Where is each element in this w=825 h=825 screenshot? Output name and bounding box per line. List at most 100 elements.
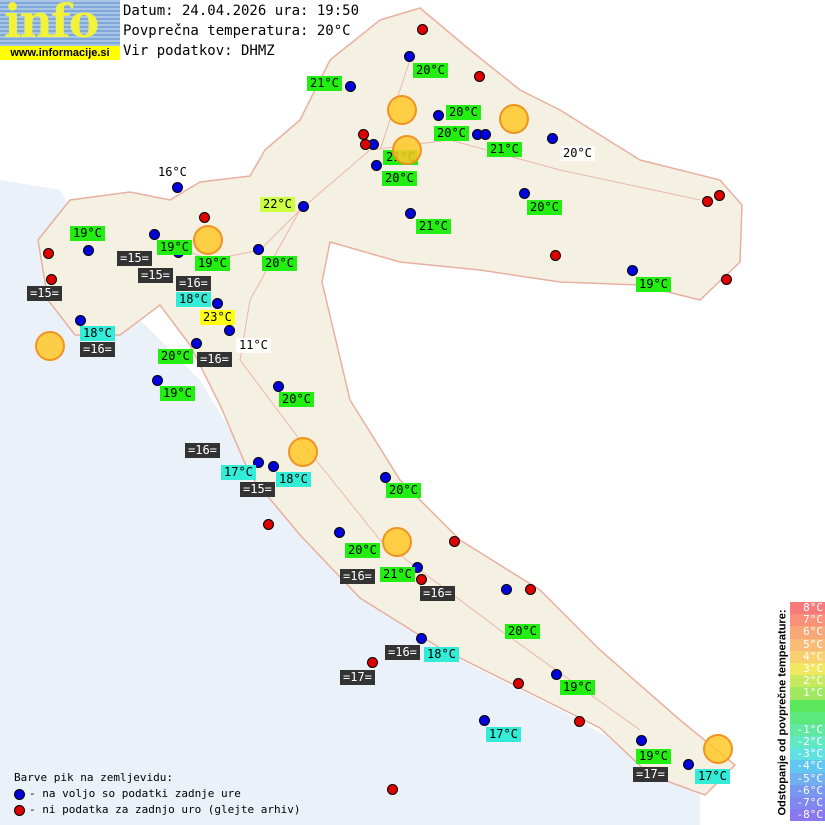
station-dot-archive[interactable] [199,212,210,223]
station-dot-current[interactable] [404,51,415,62]
station-dot-archive[interactable] [525,584,536,595]
station-dot-current[interactable] [501,584,512,595]
station-temperature-label[interactable]: 19°C [157,240,192,255]
station-dot-archive[interactable] [416,574,427,585]
station-temperature-label[interactable]: 16°C [155,165,190,180]
station-dot-archive[interactable] [417,24,428,35]
sun-icon [387,95,417,125]
station-dot-current[interactable] [334,527,345,538]
logo-url[interactable]: www.informacije.si [0,46,120,60]
station-temperature-label[interactable]: 11°C [236,338,271,353]
station-temperature-label[interactable]: 19°C [636,277,671,292]
station-temperature-label[interactable]: 20°C [158,349,193,364]
station-temperature-label[interactable]: 19°C [160,386,195,401]
station-temperature-label[interactable]: 17°C [221,465,256,480]
station-temperature-label[interactable]: 17°C [486,727,521,742]
station-dot-current[interactable] [683,759,694,770]
station-temperature-label[interactable]: =15= [117,251,152,266]
station-temperature-label[interactable]: =15= [138,268,173,283]
station-temperature-label[interactable]: =15= [240,482,275,497]
station-dot-current[interactable] [636,735,647,746]
station-dot-current[interactable] [405,208,416,219]
station-dot-current[interactable] [416,633,427,644]
station-dot-archive[interactable] [474,71,485,82]
station-temperature-label[interactable]: 21°C [487,142,522,157]
station-dot-current[interactable] [83,245,94,256]
station-dot-current[interactable] [224,325,235,336]
station-temperature-label[interactable]: =16= [176,276,211,291]
station-dot-archive[interactable] [574,716,585,727]
station-temperature-label[interactable]: =16= [340,569,375,584]
station-temperature-label[interactable]: =16= [197,352,232,367]
station-temperature-label[interactable]: 20°C [505,624,540,639]
station-temperature-label[interactable]: 20°C [434,126,469,141]
station-temperature-label[interactable]: =16= [80,342,115,357]
station-dot-current[interactable] [433,110,444,121]
station-temperature-label[interactable]: 21°C [416,219,451,234]
station-temperature-label[interactable]: 20°C [382,171,417,186]
station-temperature-label[interactable]: 18°C [276,472,311,487]
station-dot-current[interactable] [268,461,279,472]
station-temperature-label[interactable]: 19°C [560,680,595,695]
station-temperature-label[interactable]: 18°C [176,292,211,307]
station-dot-current[interactable] [253,457,264,468]
station-temperature-label[interactable]: 20°C [386,483,421,498]
station-temperature-label[interactable]: 21°C [380,567,415,582]
station-dot-current[interactable] [212,298,223,309]
station-dot-archive[interactable] [46,274,57,285]
station-temperature-label[interactable]: 20°C [527,200,562,215]
station-dot-current[interactable] [371,160,382,171]
station-temperature-label[interactable]: 17°C [695,769,730,784]
station-dot-current[interactable] [152,375,163,386]
station-dot-archive[interactable] [367,657,378,668]
station-temperature-label[interactable]: 20°C [279,392,314,407]
legend: Barve pik na zemljevidu: - na voljo so p… [14,770,301,818]
station-temperature-label[interactable]: =15= [27,286,62,301]
station-dot-current[interactable] [75,315,86,326]
station-temperature-label[interactable]: 23°C [200,310,235,325]
station-dot-current[interactable] [273,381,284,392]
station-temperature-label[interactable]: 20°C [413,63,448,78]
station-dot-current[interactable] [345,81,356,92]
station-temperature-label[interactable]: =16= [185,443,220,458]
station-temperature-label[interactable]: 18°C [424,647,459,662]
station-dot-archive[interactable] [702,196,713,207]
station-dot-current[interactable] [627,265,638,276]
station-temperature-label[interactable]: =16= [420,586,455,601]
station-temperature-label[interactable]: 19°C [636,749,671,764]
station-dot-archive[interactable] [721,274,732,285]
station-temperature-label[interactable]: =16= [385,645,420,660]
station-dot-archive[interactable] [449,536,460,547]
station-dot-current[interactable] [479,715,490,726]
station-dot-archive[interactable] [263,519,274,530]
station-dot-current[interactable] [149,229,160,240]
station-dot-archive[interactable] [714,190,725,201]
station-temperature-label[interactable]: 19°C [195,256,230,271]
station-dot-current[interactable] [298,201,309,212]
station-dot-archive[interactable] [360,139,371,150]
site-logo[interactable]: info www.informacije.si [0,0,120,60]
station-temperature-label[interactable]: 20°C [345,543,380,558]
station-temperature-label[interactable]: 18°C [80,326,115,341]
station-dot-current[interactable] [172,182,183,193]
station-dot-current[interactable] [380,472,391,483]
station-temperature-label[interactable]: 22°C [260,197,295,212]
station-dot-current[interactable] [519,188,530,199]
station-dot-archive[interactable] [513,678,524,689]
station-dot-archive[interactable] [387,784,398,795]
station-dot-current[interactable] [480,129,491,140]
station-dot-current[interactable] [191,338,202,349]
station-temperature-label[interactable]: =17= [340,670,375,685]
station-temperature-label[interactable]: 20°C [262,256,297,271]
station-temperature-label[interactable]: 21°C [307,76,342,91]
station-temperature-label[interactable]: 20°C [560,146,595,161]
station-dot-current[interactable] [547,133,558,144]
station-temperature-label[interactable]: =17= [633,767,668,782]
sun-icon [382,527,412,557]
station-dot-current[interactable] [551,669,562,680]
station-dot-current[interactable] [253,244,264,255]
station-temperature-label[interactable]: 20°C [446,105,481,120]
station-dot-archive[interactable] [550,250,561,261]
station-temperature-label[interactable]: 19°C [70,226,105,241]
station-dot-archive[interactable] [43,248,54,259]
